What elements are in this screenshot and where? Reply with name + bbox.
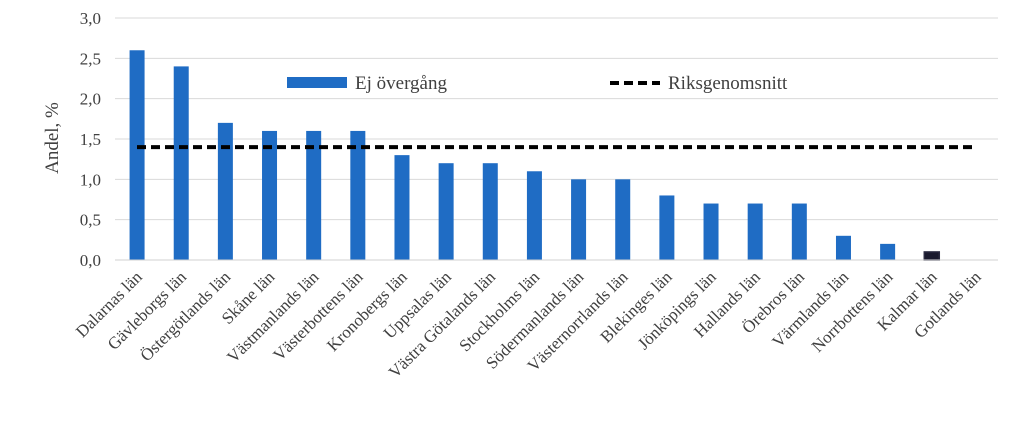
legend-label-bar: Ej övergång bbox=[355, 73, 447, 94]
y-tick-label: 3,0 bbox=[80, 9, 101, 28]
legend-label-line: Riksgenomsnitt bbox=[668, 73, 788, 94]
bar bbox=[791, 203, 807, 260]
bar bbox=[129, 50, 145, 261]
bar bbox=[659, 195, 675, 260]
bar bbox=[703, 203, 719, 260]
bar bbox=[438, 163, 454, 260]
bar bbox=[262, 130, 278, 260]
bar bbox=[923, 251, 941, 261]
y-tick-label: 2,0 bbox=[80, 90, 101, 109]
bar bbox=[394, 155, 410, 260]
y-axis-label: Andel, % bbox=[42, 102, 63, 174]
y-tick-label: 0,5 bbox=[80, 211, 101, 230]
bar bbox=[615, 179, 631, 260]
bars bbox=[129, 50, 941, 261]
bar bbox=[835, 235, 851, 260]
bar bbox=[526, 171, 542, 260]
bar bbox=[571, 179, 587, 260]
bar bbox=[306, 130, 322, 260]
legend-swatch-bar bbox=[287, 77, 347, 88]
bar bbox=[747, 203, 763, 260]
y-axis-ticks: 0,0 0,5 1,0 1,5 2,0 2,5 3,0 bbox=[80, 9, 101, 270]
bar bbox=[880, 243, 896, 260]
y-tick-label: 1,5 bbox=[80, 130, 101, 149]
bar bbox=[482, 163, 498, 260]
y-tick-label: 0,0 bbox=[80, 251, 101, 270]
gridlines bbox=[115, 17, 998, 221]
bar bbox=[350, 130, 366, 260]
bar bbox=[217, 122, 233, 260]
y-tick-label: 2,5 bbox=[80, 49, 101, 68]
y-tick-label: 1,0 bbox=[80, 170, 101, 189]
bar bbox=[173, 66, 189, 261]
legend: Ej övergång Riksgenomsnitt bbox=[287, 73, 788, 94]
